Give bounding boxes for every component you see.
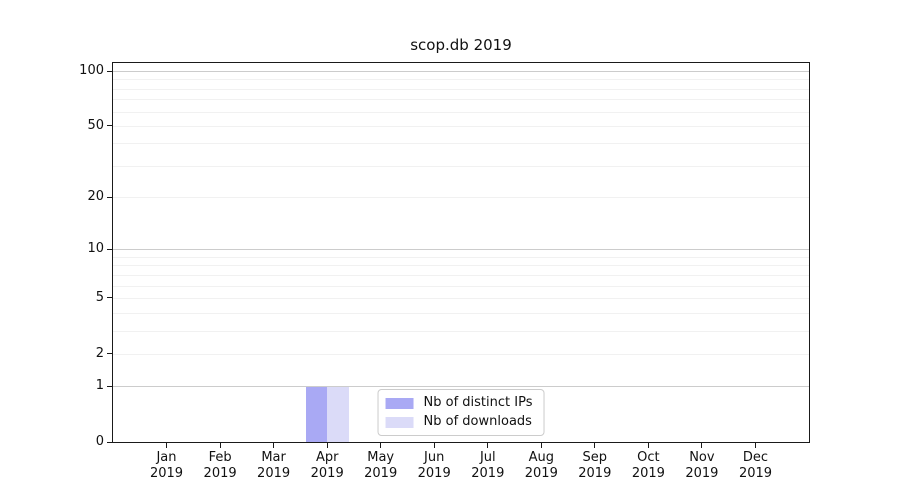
y-axis-tick-label: 2	[95, 345, 104, 361]
x-axis-tick-label: Feb 2019	[203, 450, 237, 481]
legend: Nb of distinct IPs Nb of downloads	[377, 389, 545, 436]
plot-area: Nb of distinct IPs Nb of downloads	[112, 62, 810, 443]
x-axis-tick-label: Apr 2019	[310, 450, 344, 481]
chart-title: scop.db 2019	[410, 36, 512, 54]
x-axis-tick-label: Nov 2019	[685, 450, 719, 481]
x-axis-tick	[433, 443, 435, 448]
y-axis-tick-label: 100	[79, 63, 104, 78]
legend-swatch-distinct-ips	[385, 397, 414, 409]
y-axis-tick	[107, 196, 112, 198]
legend-label-distinct-ips: Nb of distinct IPs	[423, 395, 533, 410]
x-axis-tick-label: Mar 2019	[257, 450, 291, 481]
x-axis-tick	[380, 443, 382, 448]
y-axis-tick	[107, 70, 112, 72]
x-axis-tick-label: Aug 2019	[524, 450, 558, 481]
bar-distinct-ips-apr	[305, 386, 328, 442]
x-axis-tick	[540, 443, 542, 448]
y-axis-tick-label: 1	[95, 378, 104, 394]
x-axis-tick	[219, 443, 221, 448]
x-axis-tick-label: Jun 2019	[417, 450, 451, 481]
y-axis-tick	[107, 385, 112, 387]
x-axis-tick	[755, 443, 756, 448]
legend-item: Nb of downloads	[385, 414, 533, 429]
x-axis-tick	[487, 443, 489, 448]
x-axis-tick	[647, 443, 649, 448]
y-axis-tick	[107, 353, 112, 355]
x-axis-tick	[166, 443, 167, 448]
y-axis-tick	[107, 297, 112, 299]
y-axis-tick-label: 10	[87, 241, 104, 257]
x-axis-tick-label: Sep 2019	[578, 450, 612, 481]
y-axis-tick	[107, 125, 112, 127]
y-axis-tick-label: 50	[87, 117, 104, 133]
legend-item: Nb of distinct IPs	[385, 395, 533, 410]
y-axis-tick-label: 20	[87, 189, 104, 205]
bars-layer	[113, 63, 809, 442]
y-axis-tick	[107, 248, 112, 250]
x-axis-tick	[701, 443, 703, 448]
y-axis-tick-label: 5	[95, 289, 104, 305]
y-axis-tick-label: 0	[95, 434, 104, 449]
x-axis-tick-label: Dec 2019	[738, 450, 773, 481]
x-axis-tick-label: Oct 2019	[631, 450, 665, 481]
x-axis-tick	[273, 443, 275, 448]
bar-downloads-apr	[327, 386, 349, 442]
x-axis-tick-label: May 2019	[364, 450, 398, 481]
x-axis-tick	[594, 443, 596, 448]
x-axis-tick-label: Jul 2019	[471, 450, 505, 481]
x-axis-tick-label: Jan 2019	[149, 450, 184, 481]
x-axis-tick	[326, 443, 328, 448]
legend-label-downloads: Nb of downloads	[423, 414, 532, 429]
y-axis-tick	[107, 441, 112, 443]
legend-swatch-downloads	[385, 416, 414, 428]
